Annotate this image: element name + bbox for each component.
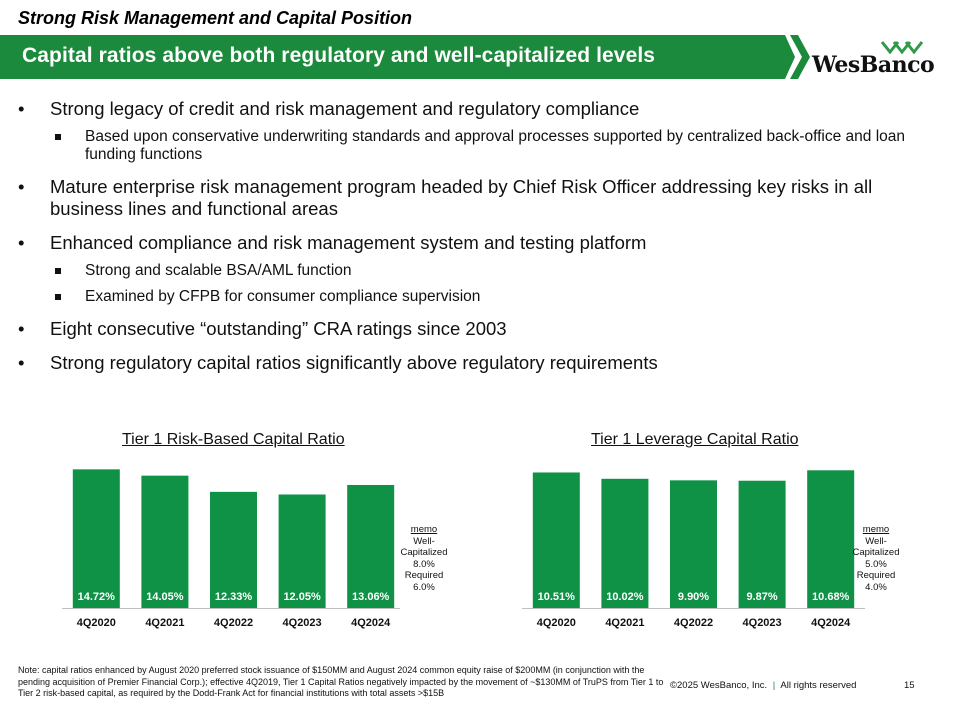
- bullet-dot: •: [18, 352, 25, 373]
- sub-bullet-text: Examined by CFPB for consumer compliance…: [85, 288, 481, 305]
- bullet-text: Strong regulatory capital ratios signifi…: [50, 352, 658, 373]
- bar: [807, 470, 855, 608]
- bar-data-label: 12.33%: [215, 591, 253, 603]
- x-tick-label: 4Q2023: [283, 617, 322, 629]
- bar: [278, 494, 326, 608]
- memo-risk-based: memo Well- Capitalized 8.0% Required 6.0%: [394, 524, 454, 593]
- memo-line: Required: [404, 570, 444, 581]
- footer-copyright: ©2025 WesBanco, Inc. | All rights reserv…: [670, 680, 856, 691]
- bar: [601, 478, 649, 608]
- sub-bullet-text: Based upon conservative underwriting sta…: [85, 128, 905, 163]
- memo-line: 4.0%: [865, 581, 887, 593]
- bullet-item: • Eight consecutive “outstanding” CRA rat…: [18, 318, 918, 340]
- memo-line: Required: [856, 570, 896, 581]
- sub-bullet-item: Based upon conservative underwriting sta…: [18, 128, 918, 164]
- copyright-text: ©2025 WesBanco, Inc.: [670, 680, 768, 691]
- bullet-text: Strong legacy of credit and risk managem…: [50, 98, 640, 119]
- x-tick-label: 4Q2021: [145, 617, 184, 629]
- memo-line: Well-: [865, 535, 887, 547]
- bar-data-label: 14.05%: [146, 591, 184, 603]
- chart-tier1-risk-based: 14.72% 4Q2020 14.05% 4Q2021 12.33% 4Q2022 12.0…: [62, 469, 400, 629]
- square-bullet-icon: [55, 134, 61, 140]
- bar-data-label: 14.72%: [78, 591, 116, 603]
- bar: [532, 472, 580, 608]
- rights-text: All rights reserved: [780, 680, 857, 691]
- bar: [141, 475, 189, 608]
- bar: [670, 480, 717, 608]
- bullet-dot: •: [18, 318, 25, 339]
- bullet-item: • Strong legacy of credit and risk manage…: [18, 98, 918, 120]
- chart-title-tier1-risk-based: Tier 1 Risk-Based Capital Ratio: [122, 431, 345, 448]
- x-tick-label: 4Q2021: [605, 617, 644, 629]
- banner-title: Capital ratios above both regulatory and…: [22, 44, 656, 67]
- chart-tier1-leverage: 10.51% 4Q2020 10.02% 4Q2021 9.90% 4Q2022 9.87%…: [522, 470, 865, 629]
- sub-bullet-item: Strong and scalable BSA/AML function: [18, 262, 918, 280]
- bar-data-label: 9.87%: [746, 591, 777, 603]
- bar: [210, 491, 257, 608]
- bullet-list: • Strong legacy of credit and risk manage…: [18, 98, 918, 386]
- bullet-text: Mature enterprise risk management progra…: [50, 176, 873, 219]
- bar-data-label: 13.06%: [352, 591, 390, 603]
- x-tick-label: 4Q2023: [743, 617, 782, 629]
- footnote: Note: capital ratios enhanced by August …: [18, 665, 664, 698]
- bar-data-label: 10.51%: [538, 591, 576, 603]
- memo-line: memo: [410, 524, 438, 535]
- x-tick-label: 4Q2020: [77, 617, 116, 629]
- logo-wordmark: WesBanco: [812, 52, 935, 78]
- x-tick-label: 4Q2022: [674, 617, 713, 629]
- memo-line: memo: [862, 524, 890, 535]
- bar-data-label: 9.90%: [678, 591, 709, 603]
- bullet-dot: •: [18, 176, 25, 197]
- bar-data-label: 10.68%: [812, 591, 850, 603]
- page-number: 15: [904, 680, 915, 691]
- bullet-text: Eight consecutive “outstanding” CRA rati…: [50, 318, 507, 339]
- memo-line: 5.0%: [865, 558, 887, 570]
- section-title: Strong Risk Management and Capital Posit…: [18, 8, 413, 28]
- square-bullet-icon: [55, 294, 61, 300]
- memo-line: Capitalized: [852, 547, 900, 558]
- bar: [347, 484, 395, 608]
- x-tick-label: 4Q2020: [537, 617, 576, 629]
- bar: [738, 480, 786, 608]
- bullet-item: • Strong regulatory capital ratios signif…: [18, 352, 918, 374]
- memo-line: Well-: [413, 535, 435, 547]
- x-tick-label: 4Q2024: [351, 617, 391, 629]
- sub-bullet-item: Examined by CFPB for consumer compliance…: [18, 288, 918, 306]
- bar-data-label: 12.05%: [283, 591, 321, 603]
- chart-title-tier1-leverage: Tier 1 Leverage Capital Ratio: [591, 431, 799, 448]
- bar-data-label: 10.02%: [606, 591, 644, 603]
- wesbanco-logo: WesBanco: [812, 38, 935, 78]
- bullet-dot: •: [18, 98, 25, 119]
- bullet-dot: •: [18, 232, 25, 253]
- memo-line: 6.0%: [413, 581, 435, 593]
- square-bullet-icon: [55, 268, 61, 274]
- bar: [72, 469, 120, 608]
- memo-line: 8.0%: [413, 558, 435, 570]
- logo-mark-icon: [880, 41, 924, 55]
- footer-separator: |: [772, 680, 776, 691]
- bullet-text: Enhanced compliance and risk management …: [50, 232, 647, 253]
- memo-line: Capitalized: [400, 547, 448, 558]
- sub-bullet-text: Strong and scalable BSA/AML function: [85, 262, 352, 279]
- title-banner: [0, 35, 810, 79]
- bullet-item: • Mature enterprise risk management progr…: [18, 176, 918, 220]
- memo-leverage: memo Well- Capitalized 5.0% Required 4.0%: [846, 524, 906, 593]
- x-tick-label: 4Q2024: [811, 617, 851, 629]
- x-tick-label: 4Q2022: [214, 617, 253, 629]
- bullet-item: • Enhanced compliance and risk management…: [18, 232, 918, 254]
